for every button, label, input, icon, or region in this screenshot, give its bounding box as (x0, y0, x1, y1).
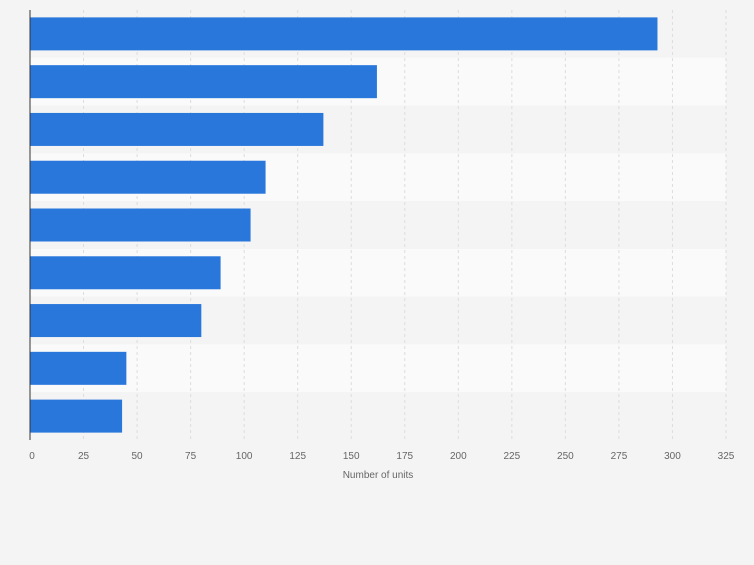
x-tick-label: 25 (78, 451, 90, 462)
bar (30, 112, 324, 146)
bar (30, 304, 202, 338)
bars (30, 17, 658, 433)
x-tick-label: 225 (504, 451, 521, 462)
bar (30, 208, 251, 242)
row-band (30, 392, 726, 440)
x-tick-label: 200 (450, 451, 467, 462)
bar (30, 65, 377, 99)
row-band (30, 344, 726, 393)
x-tick-label: 275 (611, 451, 628, 462)
x-tick-label: 100 (236, 451, 253, 462)
x-tick-label: 75 (185, 451, 197, 462)
bar (30, 351, 127, 385)
x-tick-label: 125 (289, 451, 306, 462)
x-tick-label: 50 (132, 451, 144, 462)
x-axis-label: Number of units (343, 470, 414, 481)
bar (30, 160, 266, 194)
bar (30, 399, 123, 433)
x-tick-label: 325 (718, 451, 735, 462)
x-tick-label: 250 (557, 451, 574, 462)
bar (30, 256, 221, 290)
x-tick-label: 150 (343, 451, 360, 462)
x-tick-label: 300 (664, 451, 681, 462)
bar (30, 17, 658, 51)
x-tick-labels: 0 25 50 75 100 125 150 175 200 225 250 275 300 325 (29, 451, 735, 462)
x-tick-label: 0 (29, 451, 35, 462)
x-tick-label: 175 (396, 451, 413, 462)
